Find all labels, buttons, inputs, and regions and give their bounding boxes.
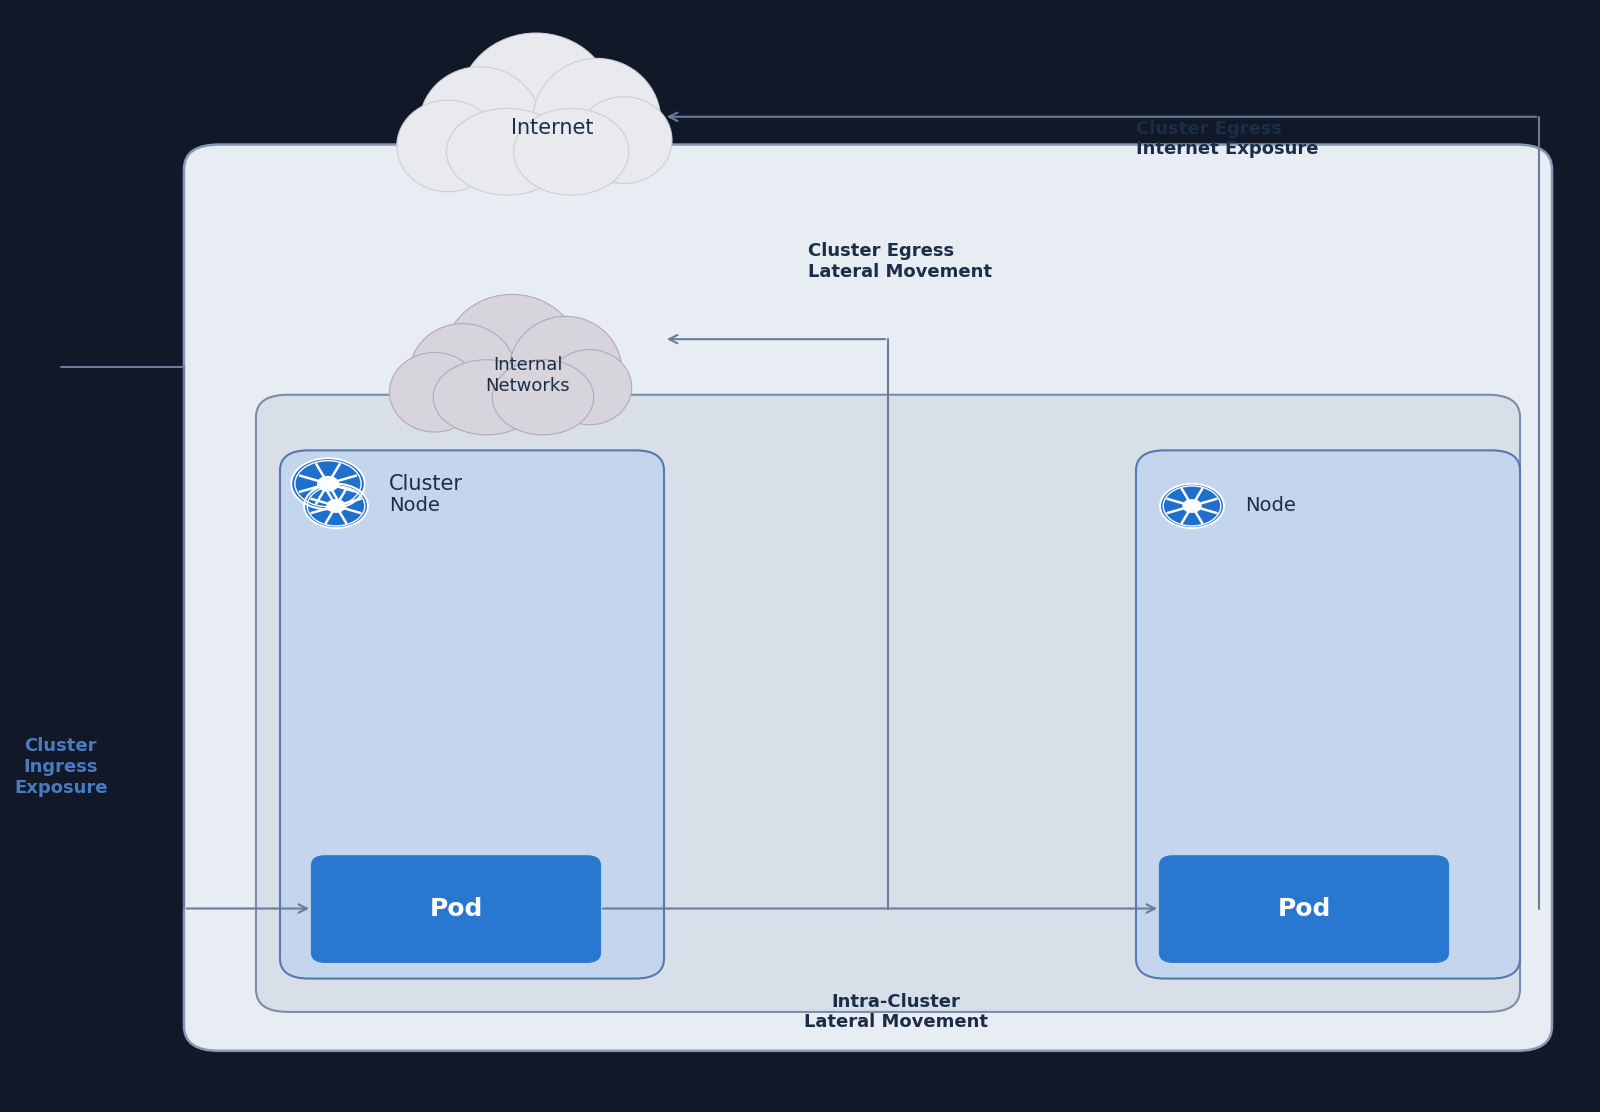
Ellipse shape <box>389 353 480 433</box>
Circle shape <box>304 484 368 528</box>
FancyBboxPatch shape <box>1160 856 1448 962</box>
Text: Pod: Pod <box>1277 896 1331 921</box>
Circle shape <box>1182 499 1202 513</box>
Text: Cluster: Cluster <box>389 474 462 494</box>
Ellipse shape <box>533 59 661 183</box>
Ellipse shape <box>446 109 568 196</box>
Text: Internet: Internet <box>510 118 594 138</box>
Ellipse shape <box>514 109 629 196</box>
Text: Node: Node <box>389 496 440 516</box>
Text: Cluster Egress
Lateral Movement: Cluster Egress Lateral Movement <box>808 242 992 280</box>
Ellipse shape <box>576 97 672 183</box>
Ellipse shape <box>445 295 579 417</box>
Ellipse shape <box>434 360 541 435</box>
Ellipse shape <box>397 100 499 192</box>
Circle shape <box>318 477 338 490</box>
FancyBboxPatch shape <box>184 145 1552 1051</box>
Text: Intra-Cluster
Lateral Movement: Intra-Cluster Lateral Movement <box>805 993 989 1031</box>
FancyBboxPatch shape <box>1136 450 1520 979</box>
Text: Pod: Pod <box>429 896 483 921</box>
Ellipse shape <box>410 324 517 425</box>
Text: Cluster
Ingress
Exposure: Cluster Ingress Exposure <box>14 737 107 797</box>
Circle shape <box>1160 484 1224 528</box>
Text: Cluster Egress
Internet Exposure: Cluster Egress Internet Exposure <box>1136 120 1318 158</box>
Ellipse shape <box>459 33 613 175</box>
Ellipse shape <box>493 360 594 435</box>
Ellipse shape <box>509 316 622 425</box>
FancyBboxPatch shape <box>280 450 664 979</box>
Text: Internal
Networks: Internal Networks <box>486 357 570 395</box>
FancyBboxPatch shape <box>312 856 600 962</box>
Ellipse shape <box>419 67 541 183</box>
Circle shape <box>291 458 365 509</box>
Ellipse shape <box>547 349 632 425</box>
FancyBboxPatch shape <box>256 395 1520 1012</box>
Text: Node: Node <box>1245 496 1296 516</box>
Circle shape <box>326 499 346 513</box>
